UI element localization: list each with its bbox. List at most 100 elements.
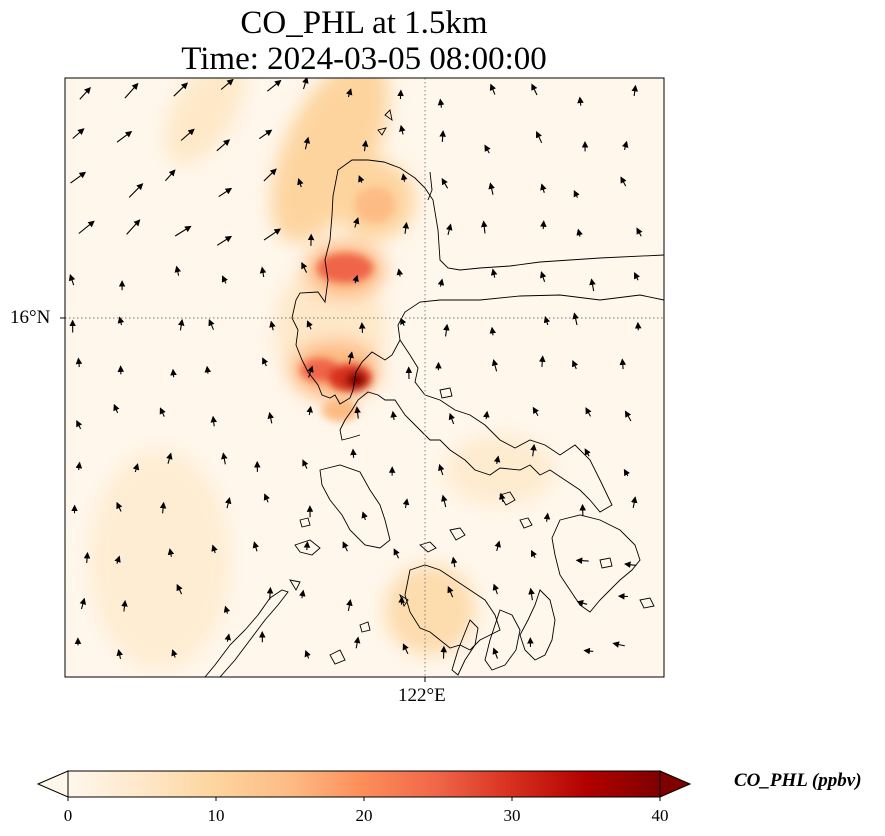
wind-arrow — [358, 322, 366, 333]
colorbar-body — [67, 770, 661, 798]
coastline-samar — [551, 514, 641, 613]
wind-arrow — [624, 410, 632, 422]
wind-arrow — [75, 461, 83, 471]
wind-arrow — [345, 88, 353, 98]
wind-vectors — [68, 78, 643, 660]
wind-arrow — [216, 235, 233, 246]
wind-arrow — [221, 452, 228, 465]
wind-arrow — [302, 459, 309, 469]
plume-southwest — [90, 450, 230, 670]
coastlines — [204, 109, 664, 677]
wind-arrow — [176, 583, 183, 595]
wind-arrow — [493, 455, 501, 465]
wind-arrow — [532, 406, 539, 416]
wind-arrow — [535, 131, 543, 144]
wind-arrow — [399, 124, 406, 135]
latitude-tick-label: 16°N — [10, 307, 51, 328]
wind-arrow — [612, 641, 625, 648]
wind-arrow — [441, 177, 449, 189]
colorbar-tick-40: 40 — [651, 806, 669, 825]
wind-arrow — [438, 463, 445, 476]
wind-arrow — [400, 173, 408, 182]
wind-arrow — [499, 492, 506, 503]
wind-arrow — [302, 78, 309, 90]
colorbar-extend-low — [36, 770, 69, 798]
wind-arrow — [259, 266, 267, 278]
wind-arrow — [492, 647, 499, 659]
coastline-mindoro — [319, 464, 391, 549]
wind-arrow — [361, 511, 368, 521]
wind-arrow — [354, 406, 361, 419]
colorbar-tick-20: 20 — [355, 806, 373, 825]
wind-arrow — [180, 128, 195, 141]
wind-arrow — [352, 274, 359, 284]
wind-arrow — [263, 228, 282, 241]
longitude-tick-label: 122°E — [398, 685, 446, 706]
plume-north-tail — [271, 78, 389, 243]
wind-arrow — [489, 83, 496, 95]
wind-arrow — [159, 407, 166, 417]
wind-arrow — [216, 139, 231, 152]
wind-arrow — [76, 420, 83, 430]
wind-arrow — [258, 129, 273, 140]
wind-arrow — [306, 405, 313, 416]
wind-arrow — [437, 278, 445, 287]
wind-arrow — [540, 220, 547, 230]
wind-arrow — [480, 220, 488, 234]
wind-arrow — [252, 541, 260, 552]
wind-arrow — [126, 219, 141, 235]
wind-arrow — [400, 317, 407, 326]
wind-arrow — [121, 599, 128, 612]
coastline-luzon — [291, 159, 664, 405]
map-title-line1: CO_PHL at 1.5km — [240, 5, 488, 41]
wind-arrow — [306, 320, 313, 330]
wind-arrow — [132, 463, 140, 473]
wind-arrow — [402, 643, 409, 655]
wind-arrow — [402, 221, 410, 234]
wind-arrow — [530, 443, 537, 457]
wind-arrow — [575, 557, 589, 564]
wind-arrow — [208, 318, 215, 330]
wind-arrow — [572, 359, 579, 370]
wind-arrow — [124, 82, 139, 99]
wind-arrow — [164, 169, 176, 182]
wind-arrow — [117, 316, 125, 326]
wind-arrow — [269, 320, 276, 331]
wind-arrow — [174, 225, 192, 237]
wind-arrow — [83, 551, 91, 563]
wind-arrow — [267, 79, 282, 92]
wind-arrow — [361, 140, 369, 152]
wind-arrow — [177, 318, 185, 331]
wind-arrow — [353, 217, 360, 228]
wind-arrow — [437, 98, 445, 108]
wind-arrow — [171, 649, 178, 658]
wind-arrow — [353, 636, 361, 649]
wind-arrow — [346, 599, 353, 612]
wind-arrow — [224, 497, 232, 509]
wind-arrow — [538, 355, 546, 367]
colorbar-tick-0: 0 — [63, 806, 73, 825]
wind-arrow — [350, 448, 357, 458]
wind-arrow — [620, 176, 627, 187]
wind-arrow — [304, 649, 311, 659]
coastline-leyte — [519, 589, 556, 661]
wind-arrow — [72, 128, 85, 139]
colorbar-extend-high — [659, 770, 692, 798]
colorbar-tick-10: 10 — [207, 806, 225, 825]
wind-arrow — [443, 323, 450, 337]
wind-arrow — [396, 268, 404, 277]
wind-arrow — [167, 548, 175, 557]
wind-arrow — [70, 171, 87, 184]
wind-arrow — [576, 228, 583, 237]
wind-arrow — [543, 512, 551, 522]
coastline-east-luzon — [339, 339, 613, 513]
wind-arrow — [116, 649, 123, 660]
wind-arrow — [211, 544, 218, 554]
wind-arrow — [484, 144, 491, 154]
wind-arrow — [540, 183, 547, 193]
wind-arrow — [390, 410, 397, 420]
wind-arrow — [303, 541, 311, 551]
colorbar-label: CO_PHL (ppbv) — [734, 770, 862, 791]
wind-arrow — [128, 183, 144, 198]
wind-arrow — [447, 585, 454, 598]
